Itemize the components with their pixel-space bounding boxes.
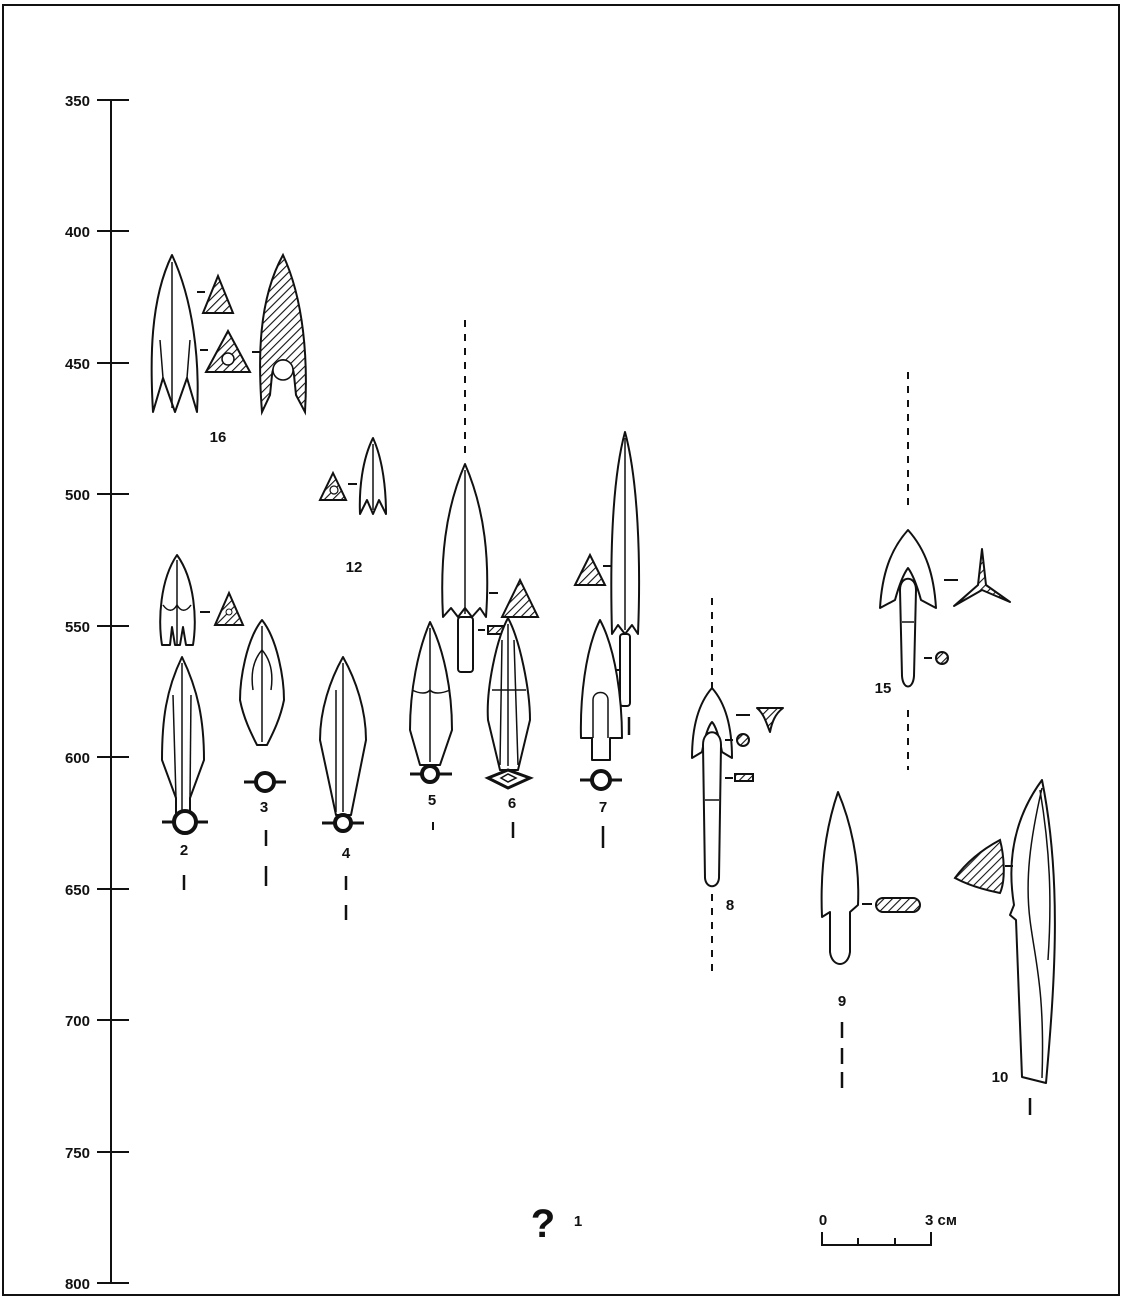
axis-tick-label: 500 — [65, 487, 90, 504]
question-mark: ? — [531, 1202, 555, 1246]
axis-tick-label: 750 — [65, 1145, 90, 1162]
axis-tick-label: 800 — [65, 1276, 90, 1293]
depth-axis: 350 400 450 500 550 600 650 700 750 800 — [65, 93, 129, 1293]
page-border — [2, 4, 1120, 1296]
arrowhead-12: 12 — [318, 437, 387, 576]
arrowhead-4: 4 — [319, 656, 367, 920]
figure-1-unknown: ? 1 — [531, 1202, 582, 1246]
figure-label-7: 7 — [599, 799, 607, 816]
figure-label-5: 5 — [428, 792, 436, 809]
figure-label-3: 3 — [260, 799, 268, 816]
figure-label-2: 2 — [180, 842, 188, 859]
scale-start-label: 0 — [819, 1212, 827, 1229]
axis-tick-label: 650 — [65, 882, 90, 899]
figure-label-6: 6 — [508, 795, 516, 812]
arrowhead-14: 14 — [573, 431, 641, 735]
figure-label-16: 16 — [210, 429, 227, 446]
axis-tick-label: 350 — [65, 93, 90, 110]
axis-tick-label: 450 — [65, 356, 90, 373]
arrowhead-9: 9 — [820, 791, 921, 1088]
figure-label-8: 8 — [726, 897, 734, 914]
arrowhead-10: 10 — [953, 779, 1056, 1115]
figure-label-4: 4 — [342, 845, 351, 862]
axis-tick-label: 700 — [65, 1013, 90, 1030]
arrowhead-5: 5 — [409, 621, 453, 830]
arrowhead-7: 7 — [579, 619, 623, 848]
axis-tick-label: 400 — [65, 224, 90, 241]
arrowhead-3: 3 — [239, 619, 286, 886]
axis-tick-label: 600 — [65, 750, 90, 767]
figure-label-1: 1 — [574, 1213, 582, 1230]
axis-tick-label: 550 — [65, 619, 90, 636]
arrowhead-6: 6 — [484, 617, 534, 838]
figure-label-10: 10 — [992, 1069, 1009, 1086]
arrowhead-15: 15 — [875, 372, 1011, 770]
arrowhead-11: 11 — [159, 554, 245, 712]
figure-label-9: 9 — [838, 993, 846, 1010]
figure-label-12: 12 — [346, 559, 363, 576]
arrowhead-8: 8 — [691, 598, 784, 975]
arrowhead-16: 16 — [150, 252, 307, 446]
scale-end-label: 3 см — [925, 1212, 957, 1229]
arrowhead-2: 2 — [161, 656, 208, 890]
scale-bar: 0 3 см — [819, 1212, 957, 1246]
figure-label-15: 15 — [875, 680, 892, 697]
